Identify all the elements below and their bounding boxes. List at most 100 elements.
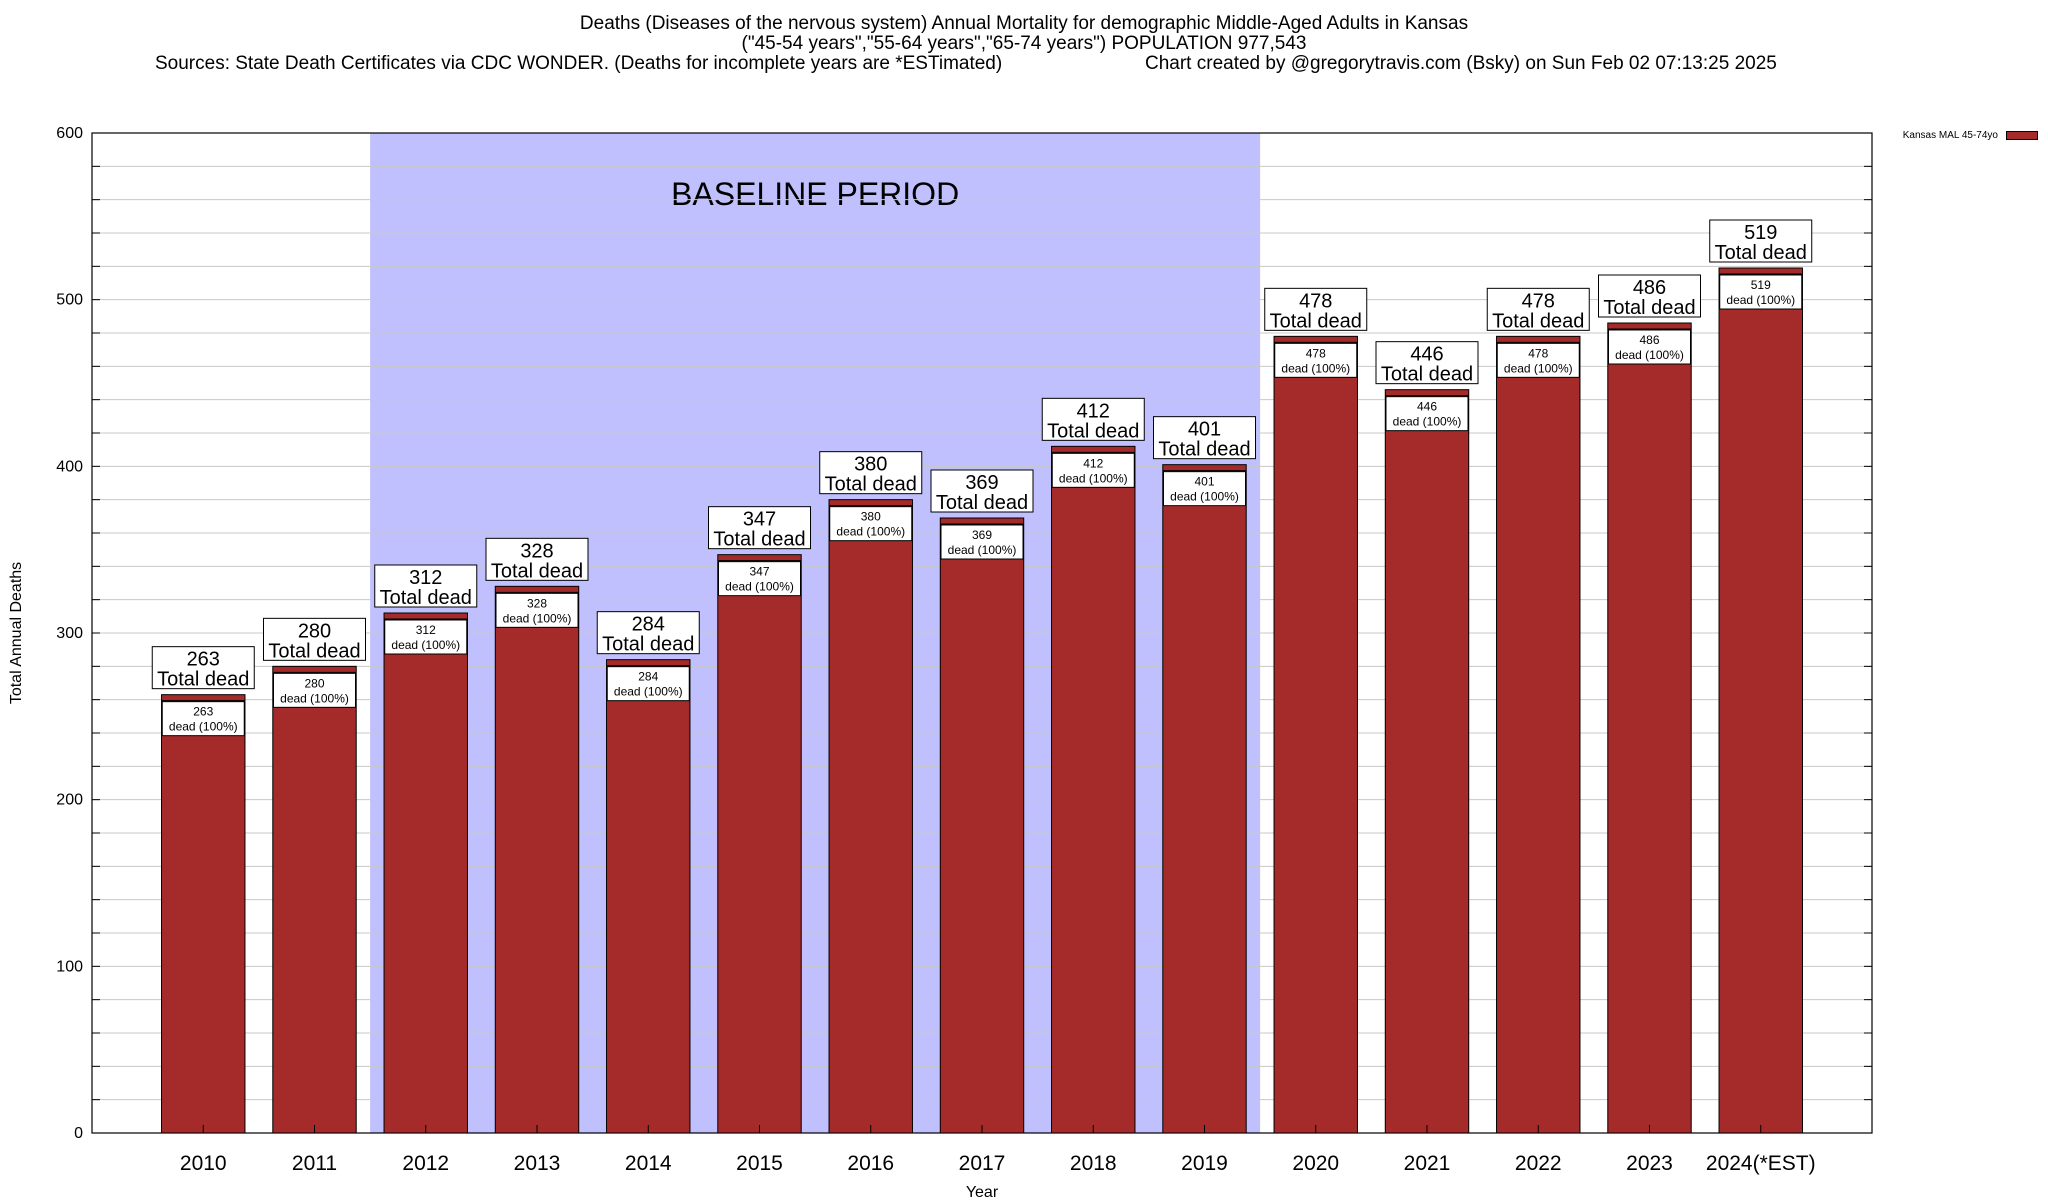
bar [717, 554, 802, 1134]
x-tick-label: 2023 [1626, 1152, 1673, 1175]
bar-value-caption: Total dead [268, 640, 360, 662]
bar-value-caption: Total dead [1603, 297, 1695, 319]
bar [1496, 335, 1581, 1134]
x-tick-label: 2013 [514, 1152, 561, 1175]
y-tick-label: 200 [56, 792, 83, 809]
y-tick-label: 600 [56, 125, 83, 142]
bar-inner-label: dead (100%) [1615, 348, 1684, 362]
bar-inner-label-box [384, 619, 468, 655]
bar-inner-label: dead (100%) [614, 685, 683, 699]
bar-value-label-box [1375, 341, 1479, 385]
bar-inner-label: dead (100%) [836, 525, 905, 539]
bar-inner-label: dead (100%) [1170, 490, 1239, 504]
bar-value-label-box [1153, 416, 1256, 460]
title-line-3-credit: Chart created by @gregorytravis.com (Bsk… [1145, 53, 1777, 74]
bar-inner-label: dead (100%) [725, 580, 794, 594]
bar [272, 665, 357, 1134]
bar-value-label: 401 [1188, 419, 1221, 441]
x-tick-label: 2015 [736, 1152, 783, 1175]
bar-value-label-box [1486, 287, 1590, 331]
bar-inner-value: 284 [638, 670, 658, 684]
bar-value-label: 380 [854, 454, 887, 476]
bar-inner-value: 446 [1417, 400, 1437, 414]
bar-value-caption: Total dead [936, 492, 1028, 514]
x-tick-label: 2020 [1292, 1152, 1339, 1175]
bar-inner-value: 380 [861, 510, 881, 524]
bar-value-label: 312 [409, 567, 442, 589]
bar-inner-label-box [1496, 342, 1580, 378]
bar-inner-label-box [1274, 342, 1358, 378]
chart-title: Deaths (Diseases of the nervous system) … [0, 14, 2048, 74]
y-tick-label: 300 [56, 625, 83, 642]
x-tick-label: 2017 [959, 1152, 1006, 1175]
legend-swatch [2006, 131, 2038, 140]
bar-value-label-box [485, 537, 589, 581]
legend-label: Kansas MAL 45-74yo [1902, 130, 1998, 141]
y-tick-label: 0 [74, 1125, 83, 1142]
bar-value-label: 412 [1077, 400, 1110, 422]
bar-inner-value: 328 [527, 596, 547, 610]
bar-value-label: 347 [743, 509, 776, 531]
y-tick-label: 100 [56, 958, 83, 975]
legend: Kansas MAL 45-74yo [1903, 130, 2038, 141]
bar-inner-label: dead (100%) [1281, 361, 1350, 375]
bar [1384, 389, 1470, 1134]
bar-inner-value: 401 [1194, 475, 1214, 489]
bar-inner-label: dead (100%) [1059, 471, 1128, 485]
bar-value-caption: Total dead [1715, 242, 1807, 264]
x-tick-label: 2018 [1070, 1152, 1117, 1175]
bar-inner-value: 486 [1639, 333, 1659, 347]
bar-value-label: 328 [520, 540, 553, 562]
bar-value-label: 263 [187, 649, 220, 671]
bar-value-label-box [374, 564, 478, 608]
bar-value-label-box [596, 611, 700, 655]
bar-value-label-box [819, 451, 923, 495]
bar-value-caption: Total dead [1158, 439, 1250, 461]
bar-value-label: 280 [298, 620, 331, 642]
bar [1273, 335, 1358, 1134]
x-tick-label: 2022 [1515, 1152, 1562, 1175]
bar-inner-value: 263 [193, 705, 213, 719]
bar-inner-label-box [495, 592, 579, 628]
x-axis-label: Year [966, 1184, 999, 1200]
baseline-period-label: BASELINE PERIOD [671, 176, 959, 212]
bar-value-label: 478 [1299, 290, 1332, 312]
bar [494, 585, 580, 1134]
bar-value-caption: Total dead [825, 474, 917, 496]
bar-value-caption: Total dead [1270, 310, 1362, 332]
bar-value-label: 369 [965, 472, 998, 494]
bar-inner-value: 347 [749, 565, 769, 579]
bar-value-label: 284 [632, 614, 665, 636]
bar-value-caption: Total dead [1381, 364, 1473, 386]
bar-value-label-box [263, 617, 366, 661]
bar-inner-label: dead (100%) [280, 691, 349, 705]
bar [161, 694, 246, 1134]
bar-inner-label: dead (100%) [948, 543, 1017, 557]
bar-value-caption: Total dead [602, 634, 694, 656]
title-line-3-sources: Sources: State Death Certificates via CD… [155, 53, 1003, 74]
x-tick-label: 2011 [292, 1152, 337, 1175]
bar-inner-label: dead (100%) [1504, 361, 1573, 375]
bar-value-caption: Total dead [157, 669, 249, 691]
bar-inner-label-box [606, 666, 690, 702]
bar-inner-value: 312 [416, 623, 436, 637]
bar-value-label: 519 [1744, 222, 1777, 244]
bar [1718, 267, 1803, 1134]
bar-inner-label-box [940, 524, 1024, 560]
bar-value-label-box [1709, 219, 1813, 263]
x-tick-label: 2016 [847, 1152, 894, 1175]
y-axis-label: Total Annual Deaths [8, 562, 25, 704]
bar-inner-value: 280 [304, 676, 324, 690]
bar-inner-label: dead (100%) [503, 611, 572, 625]
bar-value-caption: Total dead [1492, 310, 1584, 332]
bar [828, 499, 913, 1134]
bar [383, 612, 468, 1134]
bar-inner-label-box [1385, 396, 1469, 432]
bar-inner-label: dead (100%) [169, 720, 238, 734]
bar-inner-value: 369 [972, 528, 992, 542]
bar-inner-value: 519 [1751, 278, 1771, 292]
x-tick-label: 2012 [402, 1152, 449, 1175]
bar-value-caption: Total dead [1047, 420, 1139, 442]
bar-value-label-box [1598, 274, 1701, 318]
